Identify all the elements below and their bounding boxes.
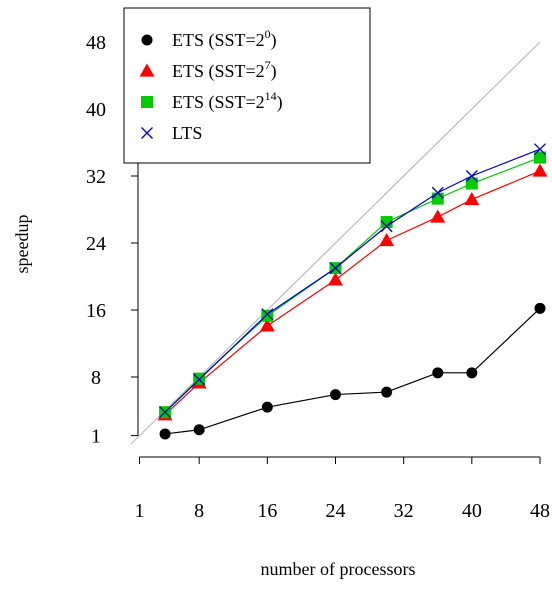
series-3-line [165, 149, 540, 412]
x-tick-label: 8 [194, 500, 204, 522]
y-tick-label: 40 [86, 99, 106, 121]
series-1-point [533, 163, 548, 176]
series-0-point [432, 367, 443, 378]
series-0-point [262, 402, 273, 413]
legend-label-superscript: 14 [265, 89, 277, 103]
series-0-point [466, 367, 477, 378]
x-tick-label: 24 [326, 500, 346, 522]
y-tick-label: 48 [86, 32, 106, 54]
series-2-line [165, 158, 540, 413]
series-2-point [432, 193, 444, 205]
series-0-point [330, 389, 341, 400]
series-0-point [535, 303, 546, 314]
series-1-point [379, 233, 394, 246]
series-1-point [464, 192, 479, 205]
series-3 [160, 144, 546, 418]
y-tick-label: 8 [91, 367, 101, 389]
series-2 [159, 152, 546, 419]
y-axis-title: speedup [12, 215, 32, 274]
y-tick-label: 16 [86, 300, 106, 322]
y-tick-label: 24 [86, 233, 106, 255]
x-tick-label: 1 [135, 500, 145, 522]
legend-label-end: ) [271, 30, 277, 51]
series-layer [158, 144, 548, 440]
legend-marker-0 [142, 35, 153, 46]
legend-label-0: ETS (SST=20) [172, 27, 277, 51]
series-1 [158, 163, 548, 420]
series-0-line [165, 308, 540, 434]
y-tick-label: 1 [91, 426, 101, 448]
legend-label-main: LTS [172, 123, 202, 143]
x-tick-label: 32 [394, 500, 414, 522]
legend-label-end: ) [271, 61, 277, 82]
x-tick-label: 40 [462, 500, 482, 522]
series-1-line [165, 171, 540, 415]
x-tick-label: 48 [530, 500, 550, 522]
legend-label-main: ETS (SST=2 [172, 61, 265, 82]
legend-label-main: ETS (SST=2 [172, 92, 265, 113]
series-0-point [160, 428, 171, 439]
x-axis-title: number of processors [261, 559, 416, 579]
y-tick-label: 32 [86, 166, 106, 188]
series-0 [160, 303, 546, 440]
series-0-point [381, 387, 392, 398]
series-0-point [194, 424, 205, 435]
legend-label-main: ETS (SST=2 [172, 30, 265, 51]
legend-label-end: ) [277, 92, 283, 113]
legend-label-1: ETS (SST=27) [172, 58, 277, 82]
series-1-point [430, 210, 445, 223]
x-tick-label: 16 [257, 500, 277, 522]
series-1-point [328, 272, 343, 285]
legend-label-3: LTS [172, 123, 202, 143]
legend: ETS (SST=20)ETS (SST=27)ETS (SST=214)LTS [124, 8, 370, 163]
legend-marker-2 [141, 96, 153, 108]
